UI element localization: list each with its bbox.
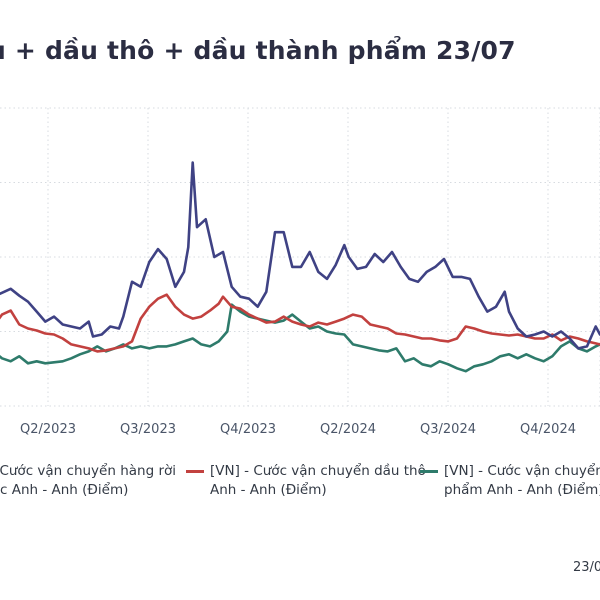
x-tick-label: Q3/2023 bbox=[120, 422, 176, 437]
legend-label-line1: [VN] - Cước vận chuyển d bbox=[444, 463, 600, 479]
x-axis-ticks: Q2/2023 Q3/2023 Q4/2023 Q2/2024 Q3/2024 Q4/20… bbox=[20, 422, 576, 437]
legend-item-products[interactable]: [VN] - Cước vận chuyển d phẩm Anh - Anh … bbox=[420, 462, 600, 500]
x-tick-label: Q3/2024 bbox=[420, 422, 476, 437]
series-lines bbox=[0, 161, 600, 373]
x-tick-label: Q4/2023 bbox=[220, 422, 276, 437]
legend-text-products: [VN] - Cước vận chuyển d phẩm Anh - Anh … bbox=[444, 462, 600, 500]
legend-item-bulk[interactable]: - Cước vận chuyển hàng rời c Anh - Anh (… bbox=[0, 462, 176, 500]
x-tick-label: Q2/2024 bbox=[320, 422, 376, 437]
legend-label-line2: c Anh - Anh (Điểm) bbox=[0, 482, 129, 498]
legend-text-bulk: - Cước vận chuyển hàng rời c Anh - Anh (… bbox=[0, 462, 176, 500]
legend-swatch-crude bbox=[186, 470, 204, 473]
series-line bbox=[0, 293, 600, 353]
legend-text-crude: [VN] - Cước vận chuyển dầu thô Anh - Anh… bbox=[210, 462, 426, 500]
x-tick-label: Q2/2023 bbox=[20, 422, 76, 437]
legend-label-line1: [VN] - Cước vận chuyển dầu thô bbox=[210, 463, 426, 479]
legend-label-line2: Anh - Anh (Điểm) bbox=[210, 482, 327, 498]
legend-item-crude[interactable]: [VN] - Cước vận chuyển dầu thô Anh - Anh… bbox=[186, 462, 426, 500]
grid bbox=[0, 107, 600, 407]
series-line bbox=[0, 161, 600, 350]
legend-label-line1: - Cước vận chuyển hàng rời bbox=[0, 463, 177, 479]
legend-swatch-products bbox=[420, 470, 438, 473]
footer-date: 23/0 bbox=[573, 560, 600, 575]
x-tick-label: Q4/2024 bbox=[520, 422, 576, 437]
chart-title: u + dầu thô + dầu thành phẩm 23/07 bbox=[0, 36, 516, 65]
legend-label-line2: phẩm Anh - Anh (Điểm) bbox=[444, 482, 600, 498]
